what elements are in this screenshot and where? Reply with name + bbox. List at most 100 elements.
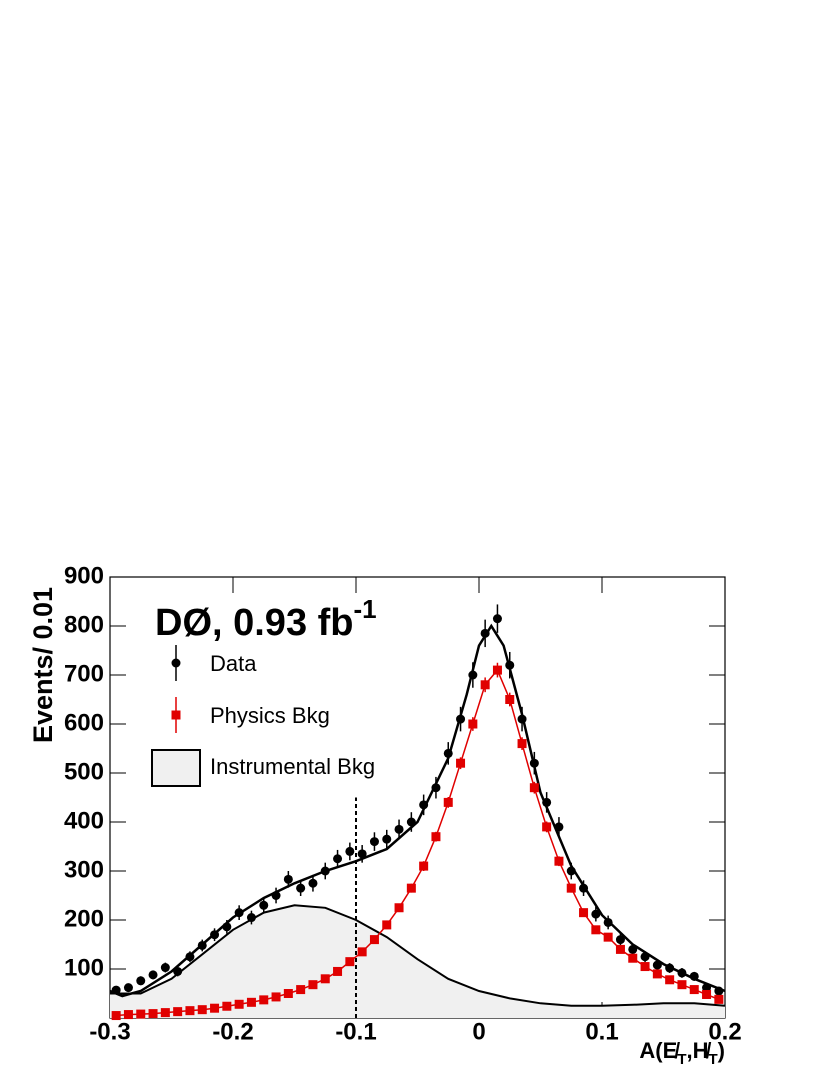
data-point	[369, 837, 379, 847]
data-point	[234, 908, 244, 918]
y-tick-label: 400	[64, 807, 104, 834]
data-point	[714, 994, 724, 1004]
data-point	[259, 995, 269, 1005]
data-point	[222, 1001, 232, 1011]
data-point	[283, 989, 293, 998]
data-point	[210, 1003, 220, 1013]
data-point	[333, 854, 343, 864]
label-sup: -1	[354, 594, 377, 624]
data-point	[566, 883, 576, 893]
data-point	[443, 797, 453, 807]
data-point	[603, 917, 613, 927]
data-point	[345, 846, 355, 856]
data-point	[702, 983, 712, 993]
data-point	[406, 817, 416, 827]
data-point	[148, 970, 158, 980]
legend-label: Instrumental Bkg	[210, 754, 375, 779]
data-point	[603, 932, 613, 942]
data-point	[579, 883, 589, 893]
data-point	[136, 1009, 146, 1019]
data-point	[529, 783, 539, 793]
data-point	[480, 680, 490, 690]
data-point	[296, 883, 306, 893]
data-point	[591, 925, 601, 935]
data-point	[419, 861, 429, 871]
legend-label: Data	[210, 651, 257, 676]
x-label-part: )	[718, 1038, 725, 1063]
x-axis-label: A(E̸T,H̸T)	[639, 1038, 725, 1068]
data-point	[320, 866, 330, 876]
data-point	[357, 947, 367, 957]
data-point	[382, 834, 392, 844]
data-point	[677, 968, 687, 978]
data-point	[529, 758, 539, 768]
experiment-label: DØ, 0.93 fb-1	[155, 594, 377, 644]
data-point	[652, 969, 662, 979]
data-point	[665, 963, 675, 973]
data-point	[468, 719, 478, 729]
data-point	[357, 849, 367, 859]
data-point	[640, 962, 650, 972]
data-point	[308, 980, 318, 990]
data-point	[640, 952, 650, 962]
x-label-part: T	[677, 1051, 686, 1068]
data-point	[554, 822, 564, 832]
data-point	[271, 992, 281, 1002]
data-point	[197, 1005, 207, 1015]
data-point	[492, 665, 502, 675]
data-point	[677, 980, 687, 990]
data-point	[689, 971, 699, 981]
label: DØ, 0.93 fb	[155, 602, 354, 644]
data-point	[185, 952, 195, 962]
data-point	[505, 695, 515, 704]
data-point	[173, 1007, 183, 1017]
y-tick-label: 900	[64, 562, 104, 589]
x-tick-label: 0.1	[585, 1018, 618, 1045]
data-point	[628, 944, 638, 954]
data-point	[554, 856, 564, 866]
data-point	[419, 800, 429, 810]
x-tick-label: -0.2	[212, 1018, 253, 1045]
data-point	[517, 739, 527, 749]
data-point	[382, 920, 392, 930]
y-axis-label: Events/ 0.01	[28, 587, 58, 743]
data-point	[406, 883, 416, 893]
y-tick-label: 600	[64, 709, 104, 736]
data-point	[591, 909, 601, 919]
data-point	[542, 822, 552, 832]
data-point	[468, 670, 478, 680]
data-point	[210, 930, 220, 940]
data-point	[431, 783, 441, 793]
data-point	[246, 997, 256, 1007]
data-point	[702, 989, 712, 999]
data-point	[222, 922, 232, 932]
data-point	[431, 832, 441, 842]
data-point	[283, 874, 293, 884]
data-point	[136, 976, 146, 986]
data-point	[480, 628, 490, 638]
y-tick-label: 200	[64, 905, 104, 932]
data-point	[517, 714, 527, 724]
x-label-part: ,	[686, 1038, 692, 1063]
data-point	[652, 960, 662, 970]
x-tick-label: -0.3	[89, 1018, 130, 1045]
legend-marker	[171, 710, 181, 720]
data-point	[111, 1011, 121, 1021]
data-point	[665, 975, 675, 985]
data-point	[148, 1009, 158, 1019]
data-point	[259, 900, 269, 910]
data-point	[246, 913, 256, 923]
legend-swatch	[151, 749, 201, 787]
y-tick-label: 800	[64, 611, 104, 638]
x-label-part: A(	[639, 1038, 663, 1063]
data-point	[492, 614, 502, 624]
data-point	[628, 953, 638, 963]
data-point	[197, 940, 207, 950]
data-point	[689, 985, 699, 995]
x-tick-label: -0.1	[335, 1018, 376, 1045]
data-point	[185, 1006, 195, 1016]
data-point	[173, 966, 183, 976]
y-tick-label: 500	[64, 758, 104, 785]
data-point	[394, 903, 404, 913]
